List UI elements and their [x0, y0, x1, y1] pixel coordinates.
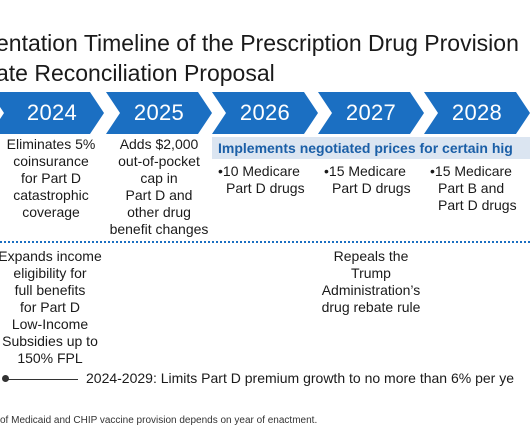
chevron-2025: 2025	[106, 92, 212, 134]
chevron-2024: 2024	[0, 92, 104, 134]
year-label-2028: 2028	[451, 100, 503, 125]
year-label-2025: 2025	[133, 100, 185, 125]
title-line-1: entation Timeline of the Prescription Dr…	[0, 30, 519, 56]
bullet-2028-drugs: •15 Medicare Part B and Part D drugs	[430, 163, 517, 213]
timeline-start-dot-icon	[2, 375, 9, 382]
bullet-2026-drugs: •10 Medicare Part D drugs	[218, 163, 305, 196]
year-label-2024: 2024	[26, 100, 78, 125]
page-title: entation Timeline of the Prescription Dr…	[0, 28, 530, 88]
premium-span-line	[6, 379, 78, 380]
chevron-2028: 2028	[424, 92, 530, 134]
year-label-2027: 2027	[345, 100, 397, 125]
provision-2024-coinsurance: Eliminates 5% coinsurance for Part D cat…	[6, 136, 96, 220]
provision-2027-rebate-rule: Repeals the Trump Administration’s drug …	[321, 248, 421, 315]
year-timeline: 2024 2025 2026 2027 2028	[0, 92, 530, 134]
chevron-2026: 2026	[212, 92, 318, 134]
provision-2024-lis-expansion: Expands income eligibility for full bene…	[0, 248, 102, 366]
premium-growth-limit: 2024-2029: Limits Part D premium growth …	[86, 370, 514, 386]
chevron-2027: 2027	[318, 92, 424, 134]
section-divider	[0, 241, 530, 243]
negotiated-prices-banner: Implements negotiated prices for certain…	[212, 137, 530, 159]
title-line-2: ate Reconciliation Proposal	[0, 60, 275, 86]
provision-2025-oop-cap: Adds $2,000 out-of-pocket cap in Part D …	[109, 136, 209, 237]
bullet-2027-drugs: •15 Medicare Part D drugs	[324, 163, 411, 196]
banner-label: Implements negotiated prices for certain…	[218, 140, 513, 156]
year-label-2026: 2026	[239, 100, 291, 125]
footnote: of Medicaid and CHIP vaccine provision d…	[0, 415, 318, 426]
